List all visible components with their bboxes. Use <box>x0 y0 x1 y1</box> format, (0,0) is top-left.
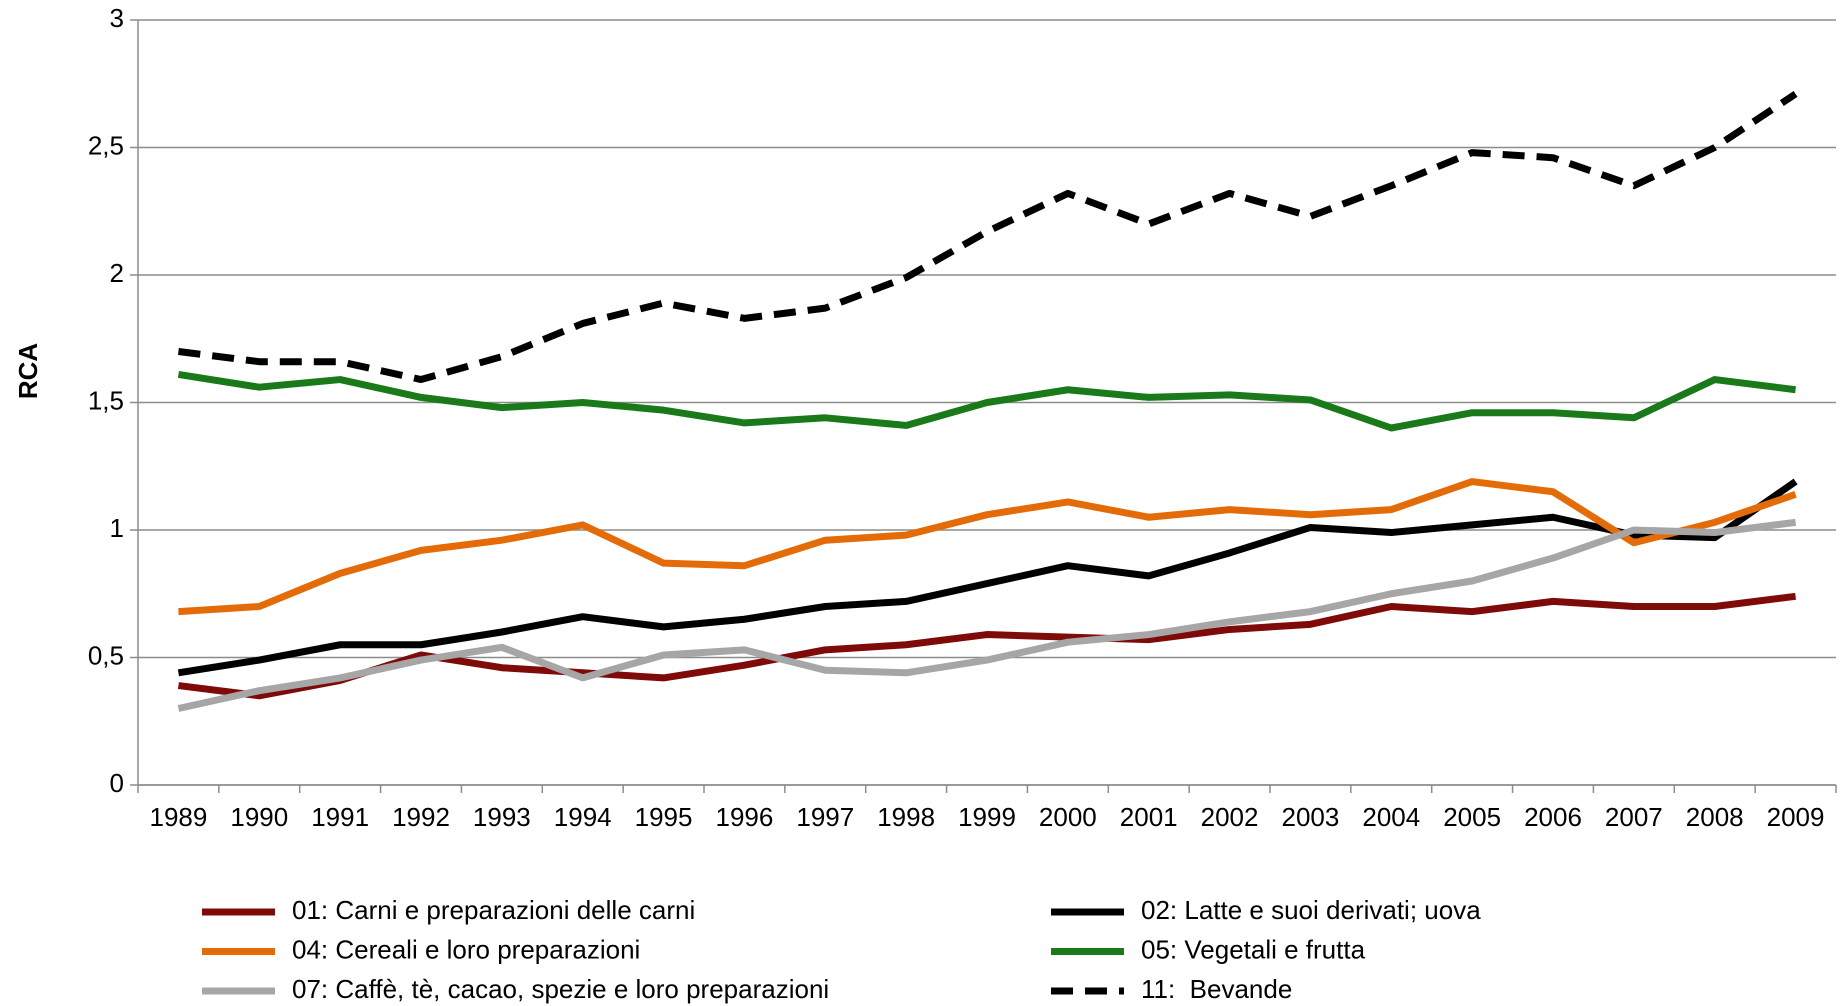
x-tick-label: 1990 <box>230 802 288 832</box>
x-tick-label: 1993 <box>473 802 531 832</box>
y-tick-label: 2 <box>110 258 124 288</box>
x-tick-label: 2001 <box>1120 802 1178 832</box>
x-tick-label: 2002 <box>1201 802 1259 832</box>
y-tick-label: 3 <box>110 3 124 33</box>
x-tick-label: 1994 <box>554 802 612 832</box>
series-line <box>178 478 1797 616</box>
series-line <box>177 478 1798 677</box>
x-tick-label: 1998 <box>877 802 935 832</box>
legend-label: 07: Caffè, tè, cacao, spezie e loro prep… <box>292 974 829 1004</box>
x-tick-label: 2004 <box>1362 802 1420 832</box>
x-tick-label: 2006 <box>1524 802 1582 832</box>
series-line <box>177 518 1797 712</box>
x-tick-label: 2005 <box>1443 802 1501 832</box>
y-tick-label: 1,5 <box>88 385 124 415</box>
x-tick-label: 1991 <box>311 802 369 832</box>
legend-label: 04: Cereali e loro preparazioni <box>292 934 640 964</box>
legend-label: 11: Bevande <box>1141 974 1292 1004</box>
x-tick-label: 1999 <box>958 802 1016 832</box>
y-tick-label: 0,5 <box>88 640 124 670</box>
x-tick-label: 2008 <box>1686 802 1744 832</box>
legend-label: 01: Carni e preparazioni delle carni <box>292 895 695 925</box>
x-tick-label: 2007 <box>1605 802 1663 832</box>
x-tick-label: 1995 <box>635 802 693 832</box>
x-tick-label: 1997 <box>796 802 854 832</box>
x-tick-label: 2009 <box>1767 802 1825 832</box>
series-line <box>177 370 1797 432</box>
y-tick-label: 2,5 <box>88 130 124 160</box>
series-line <box>177 91 1798 384</box>
x-tick-label: 2000 <box>1039 802 1097 832</box>
y-axis-label: RCA <box>13 343 43 400</box>
x-tick-label: 1996 <box>716 802 774 832</box>
legend-label: 02: Latte e suoi derivati; uova <box>1141 895 1481 925</box>
x-tick-label: 1989 <box>150 802 208 832</box>
legend-label: 05: Vegetali e frutta <box>1141 934 1366 964</box>
y-tick-label: 0 <box>110 768 124 798</box>
y-tick-label: 1 <box>110 513 124 543</box>
x-tick-label: 1992 <box>392 802 450 832</box>
x-tick-label: 2003 <box>1282 802 1340 832</box>
